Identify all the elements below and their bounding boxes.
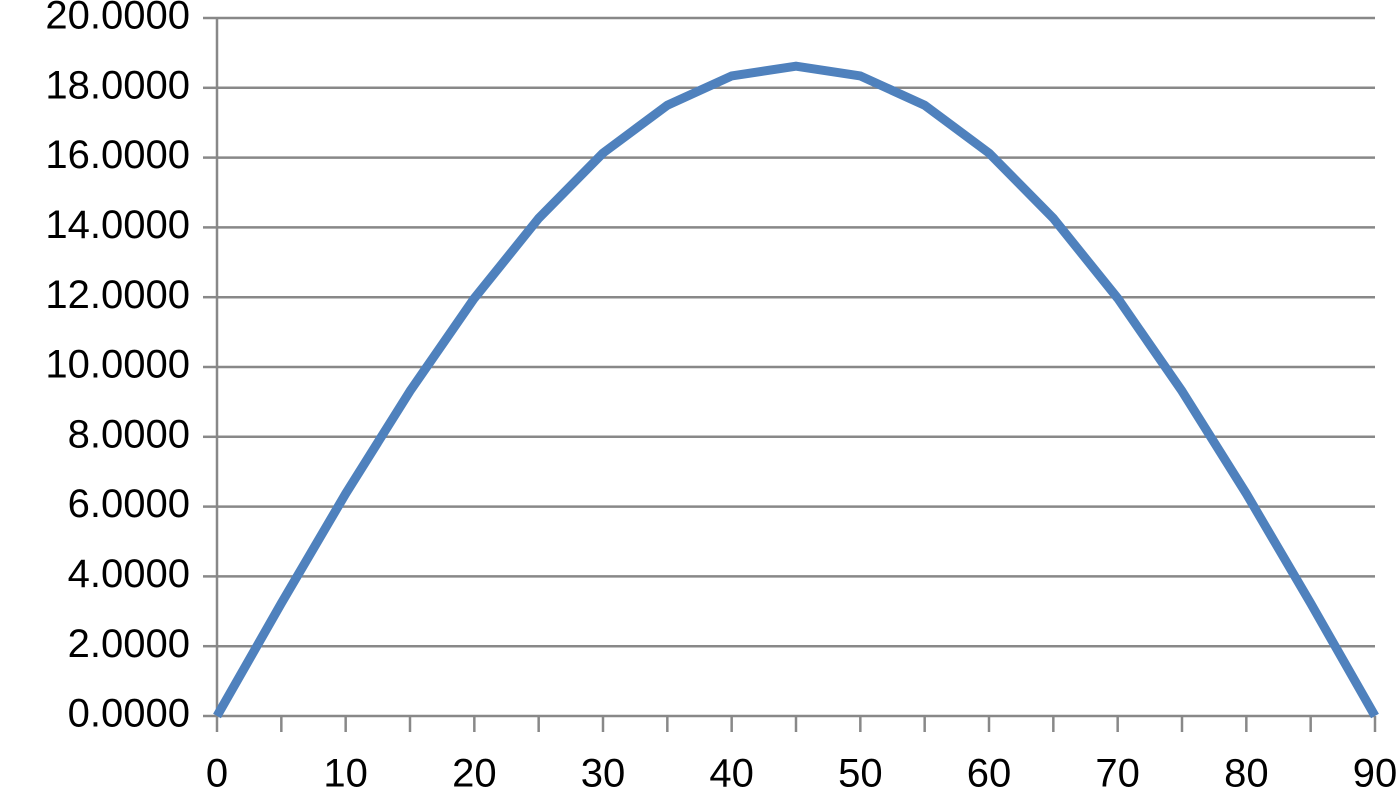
y-tick-label: 0.0000	[68, 692, 190, 736]
y-tick-label: 18.0000	[45, 63, 190, 107]
y-tick-label: 14.0000	[45, 203, 190, 247]
x-tick-label: 70	[1095, 752, 1140, 796]
x-tick-label: 60	[967, 752, 1012, 796]
data-line	[213, 61, 1379, 719]
y-tick-label: 16.0000	[45, 133, 190, 177]
x-tick-label: 0	[206, 752, 228, 796]
x-tick-label: 10	[323, 752, 368, 796]
x-tick-label: 30	[581, 752, 626, 796]
x-tick-label: 20	[452, 752, 497, 796]
y-tick-label: 10.0000	[45, 343, 190, 387]
y-tick-label: 8.0000	[68, 412, 190, 456]
x-tick-label: 50	[838, 752, 883, 796]
y-tick-label: 6.0000	[68, 482, 190, 526]
x-tick-label: 90	[1353, 752, 1398, 796]
y-tick-label: 12.0000	[45, 273, 190, 317]
x-tick-label: 80	[1224, 752, 1269, 796]
y-tick-label: 20.0000	[45, 0, 190, 38]
x-tick-label: 40	[709, 752, 754, 796]
y-tick-label: 2.0000	[68, 622, 190, 666]
y-tick-label: 4.0000	[68, 552, 190, 596]
